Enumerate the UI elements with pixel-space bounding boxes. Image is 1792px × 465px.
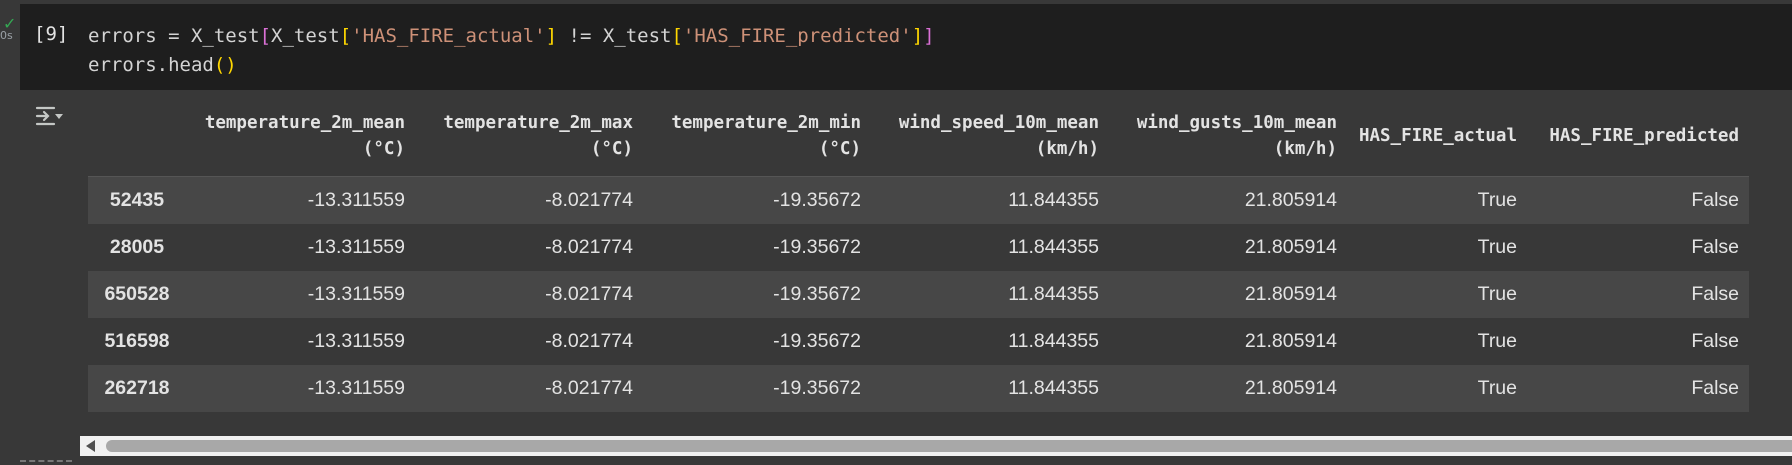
dataframe-output: temperature_2m_mean (°C) temperature_2m_m… — [88, 96, 1749, 412]
execution-count: [9] — [34, 23, 69, 45]
table-cell: False — [1691, 236, 1739, 258]
column-header: wind_gusts_10m_mean (km/h) — [1109, 96, 1347, 177]
cell-gutter: ✓ 0s — [0, 0, 20, 465]
table-cell: -13.311559 — [307, 377, 405, 399]
row-index: 52435 — [109, 189, 165, 211]
cell-divider — [20, 460, 72, 462]
table-cell: -13.311559 — [307, 283, 405, 305]
row-index: 28005 — [109, 236, 165, 258]
table-cell: 21.805914 — [1244, 283, 1337, 305]
table-cell: True — [1477, 189, 1517, 211]
table-row: 52435 -13.311559 -8.021774 -19.35672 11.… — [88, 176, 1749, 224]
table-row: 650528 -13.311559 -8.021774 -19.35672 11… — [88, 271, 1749, 318]
row-index: 516598 — [104, 330, 170, 352]
table-cell: -13.311559 — [307, 189, 405, 211]
table-row: 516598 -13.311559 -8.021774 -19.35672 11… — [88, 318, 1749, 365]
table-header-row: temperature_2m_mean (°C) temperature_2m_m… — [88, 96, 1749, 177]
column-header-index — [88, 96, 186, 177]
output-options-icon[interactable] — [34, 102, 64, 130]
code-cell[interactable]: [9] errors = X_test[X_test['HAS_FIRE_act… — [20, 4, 1792, 90]
table-cell: -8.021774 — [545, 189, 633, 211]
table-cell: -8.021774 — [545, 236, 633, 258]
table-cell: 11.844355 — [1008, 283, 1099, 305]
table-cell: 11.844355 — [1008, 236, 1099, 258]
table-cell: True — [1477, 330, 1517, 352]
table-cell: 21.805914 — [1244, 330, 1337, 352]
table-cell: 11.844355 — [1008, 377, 1099, 399]
column-header: wind_speed_10m_mean (km/h) — [871, 96, 1109, 177]
table-cell: 21.805914 — [1244, 189, 1337, 211]
table-cell: -13.311559 — [307, 330, 405, 352]
table-row: 262718 -13.311559 -8.021774 -19.35672 11… — [88, 365, 1749, 412]
table-cell: True — [1477, 377, 1517, 399]
scroll-left-arrow-icon[interactable] — [86, 440, 95, 452]
check-icon: ✓ — [3, 14, 17, 33]
row-index: 262718 — [104, 377, 170, 399]
column-header: HAS_FIRE_actual — [1347, 96, 1527, 177]
table-cell: -19.35672 — [773, 189, 861, 211]
dataframe-table: temperature_2m_mean (°C) temperature_2m_m… — [88, 96, 1749, 412]
horizontal-scrollbar[interactable] — [80, 436, 1792, 456]
table-cell: -8.021774 — [545, 377, 633, 399]
table-cell: False — [1691, 283, 1739, 305]
column-header: temperature_2m_max (°C) — [415, 96, 643, 177]
table-cell: -13.311559 — [307, 236, 405, 258]
table-cell: 21.805914 — [1244, 236, 1337, 258]
column-header: temperature_2m_min (°C) — [643, 96, 871, 177]
table-row: 28005 -13.311559 -8.021774 -19.35672 11.… — [88, 224, 1749, 271]
table-cell: 11.844355 — [1008, 189, 1099, 211]
table-cell: True — [1477, 236, 1517, 258]
row-index: 650528 — [104, 283, 170, 305]
table-cell: -19.35672 — [773, 236, 861, 258]
table-cell: -19.35672 — [773, 330, 861, 352]
run-status: ✓ 0s — [0, 14, 16, 42]
code-line-1: errors = X_test[X_test['HAS_FIRE_actual'… — [88, 25, 935, 47]
table-cell: -19.35672 — [773, 283, 861, 305]
table-cell: -8.021774 — [545, 283, 633, 305]
column-header: temperature_2m_mean (°C) — [186, 96, 415, 177]
scrollbar-thumb[interactable] — [106, 440, 1792, 452]
code-editor[interactable]: errors = X_test[X_test['HAS_FIRE_actual'… — [88, 22, 935, 80]
table-cell: False — [1691, 330, 1739, 352]
code-line-2: errors.head() — [88, 54, 237, 76]
table-cell: 11.844355 — [1008, 330, 1099, 352]
table-cell: True — [1477, 283, 1517, 305]
run-time: 0s — [0, 29, 13, 42]
table-cell: False — [1691, 377, 1739, 399]
table-cell: False — [1691, 189, 1739, 211]
table-cell: 21.805914 — [1244, 377, 1337, 399]
table-cell: -19.35672 — [773, 377, 861, 399]
table-cell: -8.021774 — [545, 330, 633, 352]
column-header: HAS_FIRE_predicted — [1527, 96, 1749, 177]
